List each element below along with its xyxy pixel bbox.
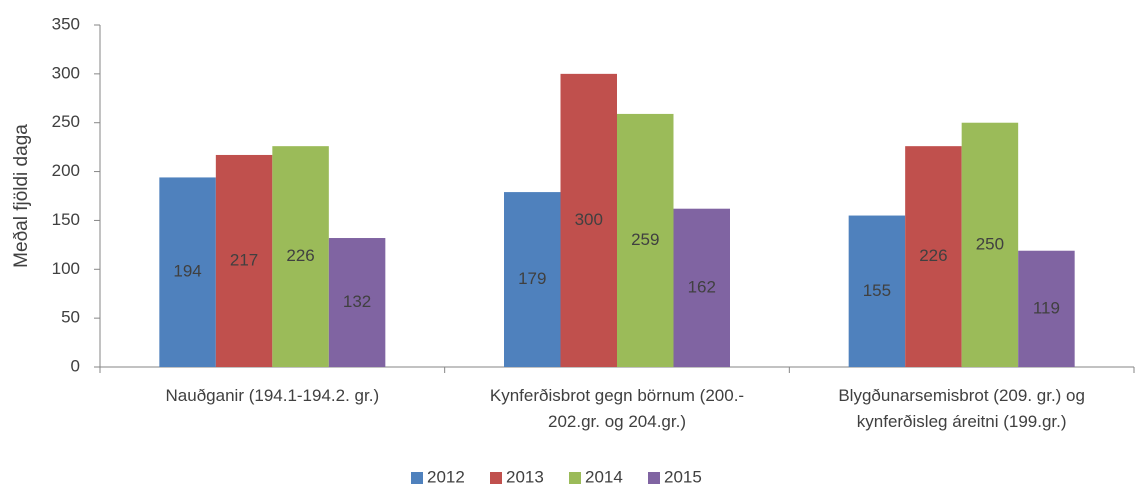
y-tick-label: 250 — [52, 112, 80, 131]
y-tick-label: 0 — [71, 356, 80, 375]
bar — [504, 192, 561, 367]
x-tick-label-line: 202.gr. og 204.gr.) — [548, 412, 686, 431]
data-label: 300 — [575, 210, 603, 229]
x-tick-label: Kynferðisbrot gegn börnum (200.- 202.gr. … — [490, 386, 744, 431]
data-label: 119 — [1033, 298, 1060, 317]
data-label: 226 — [919, 246, 947, 265]
x-tick-label: Blygðunarsemisbrot (209. gr.) og kynferði… — [838, 386, 1085, 431]
y-tick-label: 200 — [52, 161, 80, 180]
data-label: 132 — [343, 292, 371, 311]
data-label: 179 — [518, 269, 546, 288]
x-tick-label-line: kynferðisleg áreitni (199.gr.) — [857, 412, 1067, 431]
y-tick-label: 100 — [52, 259, 80, 278]
y-tick-label: 150 — [52, 210, 80, 229]
bar — [961, 122, 1019, 367]
x-tick-label-line: Kynferðisbrot gegn börnum (200.- — [490, 386, 744, 405]
data-label: 259 — [631, 230, 659, 249]
data-label: 162 — [688, 277, 716, 296]
legend-swatch — [569, 472, 581, 484]
legend-swatch — [411, 472, 423, 484]
data-label: 226 — [286, 246, 314, 265]
legend-label: 2013 — [506, 467, 544, 486]
x-tick-label-line: Nauðganir (194.1-194.2. gr.) — [166, 386, 380, 405]
bar — [159, 177, 216, 367]
data-label: 250 — [976, 234, 1004, 253]
y-axis-title: Meðal fjöldi daga — [11, 124, 32, 268]
bar — [905, 146, 962, 367]
x-tick-label-line: Blygðunarsemisbrot (209. gr.) og — [838, 386, 1085, 405]
y-tick-label: 300 — [52, 63, 80, 82]
bar — [560, 73, 617, 367]
legend-label: 2015 — [664, 467, 702, 486]
bar — [272, 146, 329, 367]
legend-swatch — [648, 472, 660, 484]
bar — [215, 154, 273, 367]
bar — [848, 215, 906, 367]
y-tick-label: 50 — [61, 308, 80, 327]
legend-label: 2014 — [585, 467, 623, 486]
data-label: 217 — [230, 250, 258, 269]
legend-swatch — [490, 472, 502, 484]
bar — [1018, 250, 1075, 367]
bar — [673, 208, 730, 367]
legend-label: 2012 — [427, 467, 465, 486]
bar — [328, 238, 386, 367]
data-label: 155 — [863, 281, 891, 300]
bar — [617, 113, 674, 367]
x-tick-label: Nauðganir (194.1-194.2. gr.) — [166, 386, 380, 405]
data-label: 194 — [173, 262, 201, 281]
y-tick-label: 350 — [52, 14, 80, 33]
